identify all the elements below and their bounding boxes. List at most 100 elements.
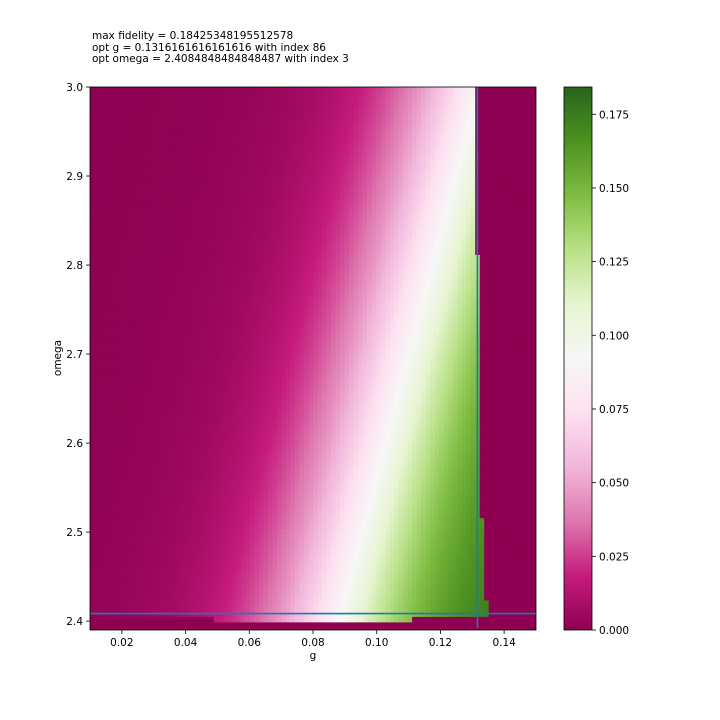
heatmap-cell	[294, 501, 301, 508]
heatmap-cell	[110, 385, 116, 392]
heatmap-cell	[421, 479, 427, 486]
heatmap-cell	[303, 594, 310, 601]
heatmap-cell	[123, 501, 129, 508]
heatmap-cell	[155, 380, 161, 387]
heatmap-cell	[376, 517, 382, 524]
heatmap-cell	[389, 418, 395, 425]
heatmap-cell	[92, 363, 98, 371]
heatmap-cell	[515, 435, 521, 442]
heatmap-cell	[218, 369, 224, 376]
heatmap-cell	[362, 523, 368, 530]
heatmap-cell	[524, 517, 530, 524]
heatmap-cell	[403, 385, 409, 392]
heatmap-cell	[511, 374, 517, 382]
heatmap-cell	[533, 501, 536, 508]
heatmap-cell	[331, 418, 337, 425]
heatmap-cell	[303, 621, 310, 628]
heatmap-cell	[344, 561, 350, 568]
heatmap-cell	[434, 544, 440, 552]
heatmap-cell	[155, 572, 161, 579]
heatmap-cell	[367, 544, 373, 552]
heatmap-cell	[412, 594, 418, 601]
heatmap-cell	[488, 479, 494, 486]
heatmap-cell	[281, 616, 287, 623]
heatmap-cell	[349, 577, 355, 584]
heatmap-cell	[461, 479, 467, 486]
heatmap-cell	[200, 402, 206, 409]
heatmap-cell	[349, 468, 355, 475]
heatmap-cell	[313, 468, 319, 475]
heatmap-cell	[240, 512, 247, 519]
heatmap-cell	[394, 572, 400, 579]
heatmap-cell	[290, 566, 296, 573]
heatmap-cell	[123, 451, 129, 458]
heatmap-cell	[303, 506, 310, 513]
heatmap-cell	[96, 528, 102, 535]
heatmap-cell	[218, 484, 224, 491]
heatmap-cell	[195, 534, 201, 541]
heatmap-cell	[299, 380, 305, 387]
heatmap-cell	[182, 539, 188, 546]
heatmap-cell	[376, 534, 382, 541]
heatmap-cell	[511, 424, 517, 431]
heatmap-cell	[448, 380, 454, 387]
heatmap-cell	[497, 473, 503, 480]
heatmap-cell	[128, 534, 134, 541]
heatmap-cell	[358, 418, 364, 425]
heatmap-cell	[155, 369, 161, 376]
heatmap-cell	[146, 616, 152, 623]
heatmap-cell	[488, 451, 494, 458]
heatmap-cell	[168, 407, 174, 414]
heatmap-cell	[159, 539, 165, 546]
heatmap-cell	[362, 385, 368, 392]
heatmap-cell	[186, 391, 192, 398]
heatmap-cell	[263, 566, 269, 573]
heatmap-cell	[416, 627, 422, 630]
heatmap-cell	[371, 391, 377, 398]
heatmap-cell	[502, 402, 508, 409]
heatmap-cell	[222, 435, 229, 442]
heatmap-cell	[182, 544, 188, 552]
heatmap-cell	[443, 446, 449, 453]
heatmap-cell	[90, 523, 93, 530]
heatmap-cell	[96, 435, 102, 442]
heatmap-cell	[128, 594, 134, 601]
heatmap-cell	[317, 583, 323, 590]
heatmap-cell	[461, 588, 467, 595]
heatmap-cell	[344, 495, 350, 502]
heatmap-cell	[344, 599, 350, 606]
heatmap-cell	[123, 517, 129, 524]
heatmap-cell	[506, 462, 512, 469]
heatmap-cell	[403, 599, 409, 606]
heatmap-cell	[222, 550, 229, 557]
heatmap-cell	[398, 517, 404, 524]
heatmap-cell	[457, 440, 463, 447]
heatmap-cell	[380, 374, 386, 382]
heatmap-cell	[331, 369, 337, 376]
heatmap-cell	[389, 457, 395, 464]
heatmap-cell	[349, 473, 355, 480]
heatmap-cell	[227, 566, 233, 573]
heatmap-cell	[236, 577, 242, 584]
heatmap-cell	[470, 462, 476, 469]
heatmap-cell	[276, 457, 283, 464]
heatmap-cell	[313, 457, 319, 464]
heatmap-cell	[533, 479, 536, 486]
heatmap-cell	[376, 468, 382, 475]
heatmap-cell	[358, 473, 364, 480]
heatmap-cell	[380, 380, 386, 387]
heatmap-cell	[434, 621, 440, 628]
heatmap-cell	[258, 605, 265, 612]
heatmap-cell	[349, 435, 355, 442]
heatmap-cell	[470, 572, 476, 579]
heatmap-cell	[110, 506, 116, 513]
heatmap-cell	[484, 484, 490, 491]
heatmap-cell	[303, 572, 310, 579]
heatmap-cell	[132, 539, 138, 546]
heatmap-cell	[96, 484, 102, 491]
heatmap-cell	[340, 550, 346, 557]
heatmap-cell	[236, 440, 242, 447]
heatmap-cell	[299, 512, 305, 519]
heatmap-cell	[90, 484, 93, 491]
heatmap-cell	[493, 363, 499, 371]
